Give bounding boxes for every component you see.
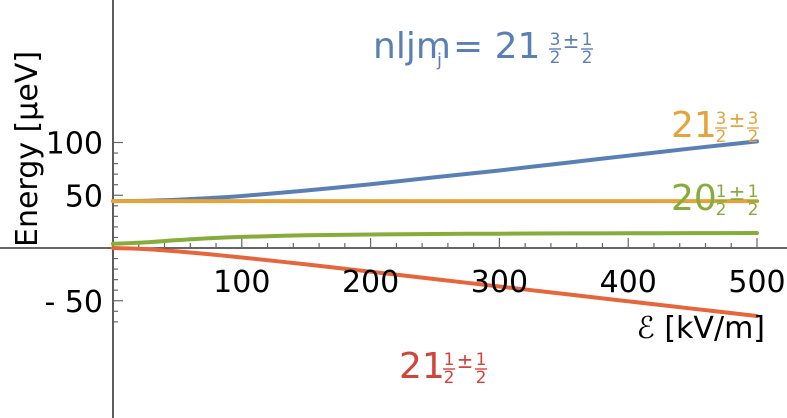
fraction-numerator: 1	[748, 182, 759, 202]
fraction-numerator: 3	[550, 30, 561, 50]
fraction-denominator: 2	[444, 368, 455, 388]
label-fraction: 12	[581, 30, 593, 68]
fraction-denominator: 2	[476, 368, 487, 388]
fraction-numerator: 3	[748, 109, 759, 129]
fraction-numerator: 1	[716, 182, 727, 202]
label-fraction: 32	[549, 30, 561, 68]
x-tick-label: 500	[728, 265, 785, 300]
fraction-denominator: 2	[550, 48, 561, 68]
x-tick-label: 200	[342, 265, 399, 300]
x-tick-label: 100	[213, 265, 270, 300]
series-line-0	[113, 141, 757, 201]
tick-labels: 100 200 300 400 500 - 50 50 100	[44, 127, 785, 320]
fraction-numerator: 3	[716, 109, 727, 129]
series-line-2	[113, 233, 757, 244]
x-tick-label: 300	[471, 265, 528, 300]
y-tick-label: - 50	[44, 285, 103, 320]
label-fraction: 12	[443, 350, 455, 388]
fraction-denominator: 2	[716, 127, 727, 147]
series-line-3	[113, 248, 757, 316]
fraction-denominator: 2	[748, 200, 759, 220]
plus-minus-sign: ±	[457, 349, 474, 373]
fraction-numerator: 1	[476, 350, 487, 370]
x-tick-label: 400	[600, 265, 657, 300]
label-digits: 21	[399, 346, 445, 387]
label-fraction: 32	[715, 109, 727, 147]
plus-minus-sign: ±	[563, 29, 580, 53]
label-digits: 21	[671, 105, 717, 146]
x-axis-title: ℰ [kV/m]	[637, 311, 765, 346]
fraction-numerator: 1	[582, 30, 593, 50]
y-tick-label: 100	[46, 127, 103, 162]
fraction-denominator: 2	[716, 200, 727, 220]
label-fraction: 12	[715, 182, 727, 220]
plus-minus-sign: ±	[729, 108, 746, 132]
series-lines	[113, 141, 757, 316]
label-fraction: 12	[747, 182, 759, 220]
label-subscript: j	[436, 50, 442, 71]
plus-minus-sign: ±	[729, 181, 746, 205]
fraction-denominator: 2	[748, 127, 759, 147]
label-fraction: 12	[475, 350, 487, 388]
fraction-numerator: 1	[444, 350, 455, 370]
label-digits: 20	[671, 178, 717, 219]
y-tick-label: 50	[65, 179, 103, 214]
label-digits: = 21	[453, 26, 540, 67]
label-fraction: 32	[747, 109, 759, 147]
fraction-denominator: 2	[582, 48, 593, 68]
y-axis-title: Energy [μeV]	[10, 51, 45, 247]
